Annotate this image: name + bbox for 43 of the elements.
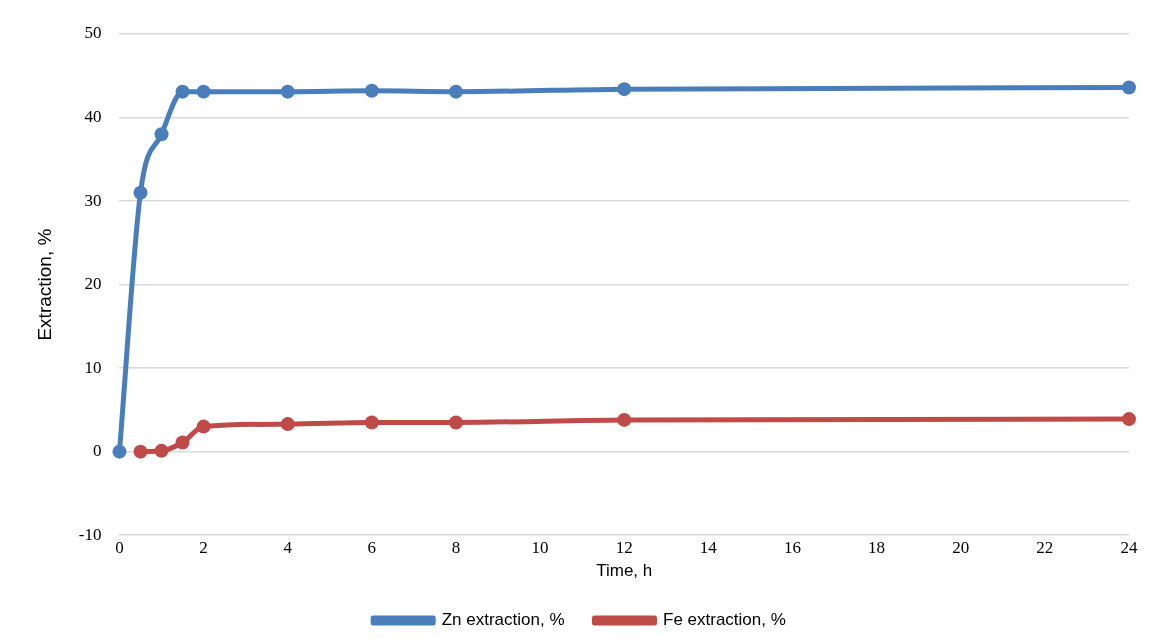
point	[617, 412, 632, 427]
point	[448, 84, 463, 99]
point	[364, 83, 379, 98]
legend-label: Fe extraction, %	[663, 610, 786, 630]
y-tick-label: 40	[84, 107, 102, 126]
point	[175, 435, 190, 450]
x-tick-label: 24	[1120, 537, 1138, 557]
point	[617, 82, 632, 97]
x-tick-label: 14	[699, 537, 718, 557]
point	[175, 84, 190, 99]
x-tick-label: 2	[199, 537, 208, 557]
x-tick-label: 18	[868, 537, 886, 557]
x-tick-label: 20	[952, 537, 970, 557]
y-tick-label: 30	[84, 190, 102, 210]
x-axis-title: Time, h	[596, 561, 653, 581]
point	[364, 415, 379, 430]
point	[112, 444, 127, 459]
y-tick-label: 20	[84, 274, 102, 294]
point	[1122, 80, 1136, 95]
point	[280, 417, 295, 432]
point	[133, 185, 148, 200]
y-tick-label: 10	[84, 357, 102, 377]
point	[196, 419, 211, 434]
y-tick-label: -10	[78, 524, 102, 544]
x-tick-label: 0	[115, 537, 124, 557]
point	[196, 84, 211, 99]
point	[154, 127, 169, 142]
y-axis-title: Extraction, %	[33, 228, 55, 341]
point	[133, 444, 148, 459]
legend-label: Zn extraction, %	[441, 610, 565, 630]
y-tick-label: 0	[92, 441, 102, 461]
point	[280, 84, 295, 99]
x-tick-label: 6	[367, 537, 377, 557]
x-tick-label: 8	[451, 537, 461, 557]
x-tick-label: 16	[783, 537, 801, 557]
x-tick-label: 4	[283, 537, 293, 557]
point	[1122, 412, 1136, 427]
y-tick-label: 50	[84, 23, 102, 43]
point	[154, 443, 169, 458]
x-tick-label: 10	[531, 537, 549, 557]
x-tick-label: 12	[615, 537, 633, 557]
x-tick-label: 22	[1036, 537, 1054, 557]
point	[448, 415, 463, 430]
